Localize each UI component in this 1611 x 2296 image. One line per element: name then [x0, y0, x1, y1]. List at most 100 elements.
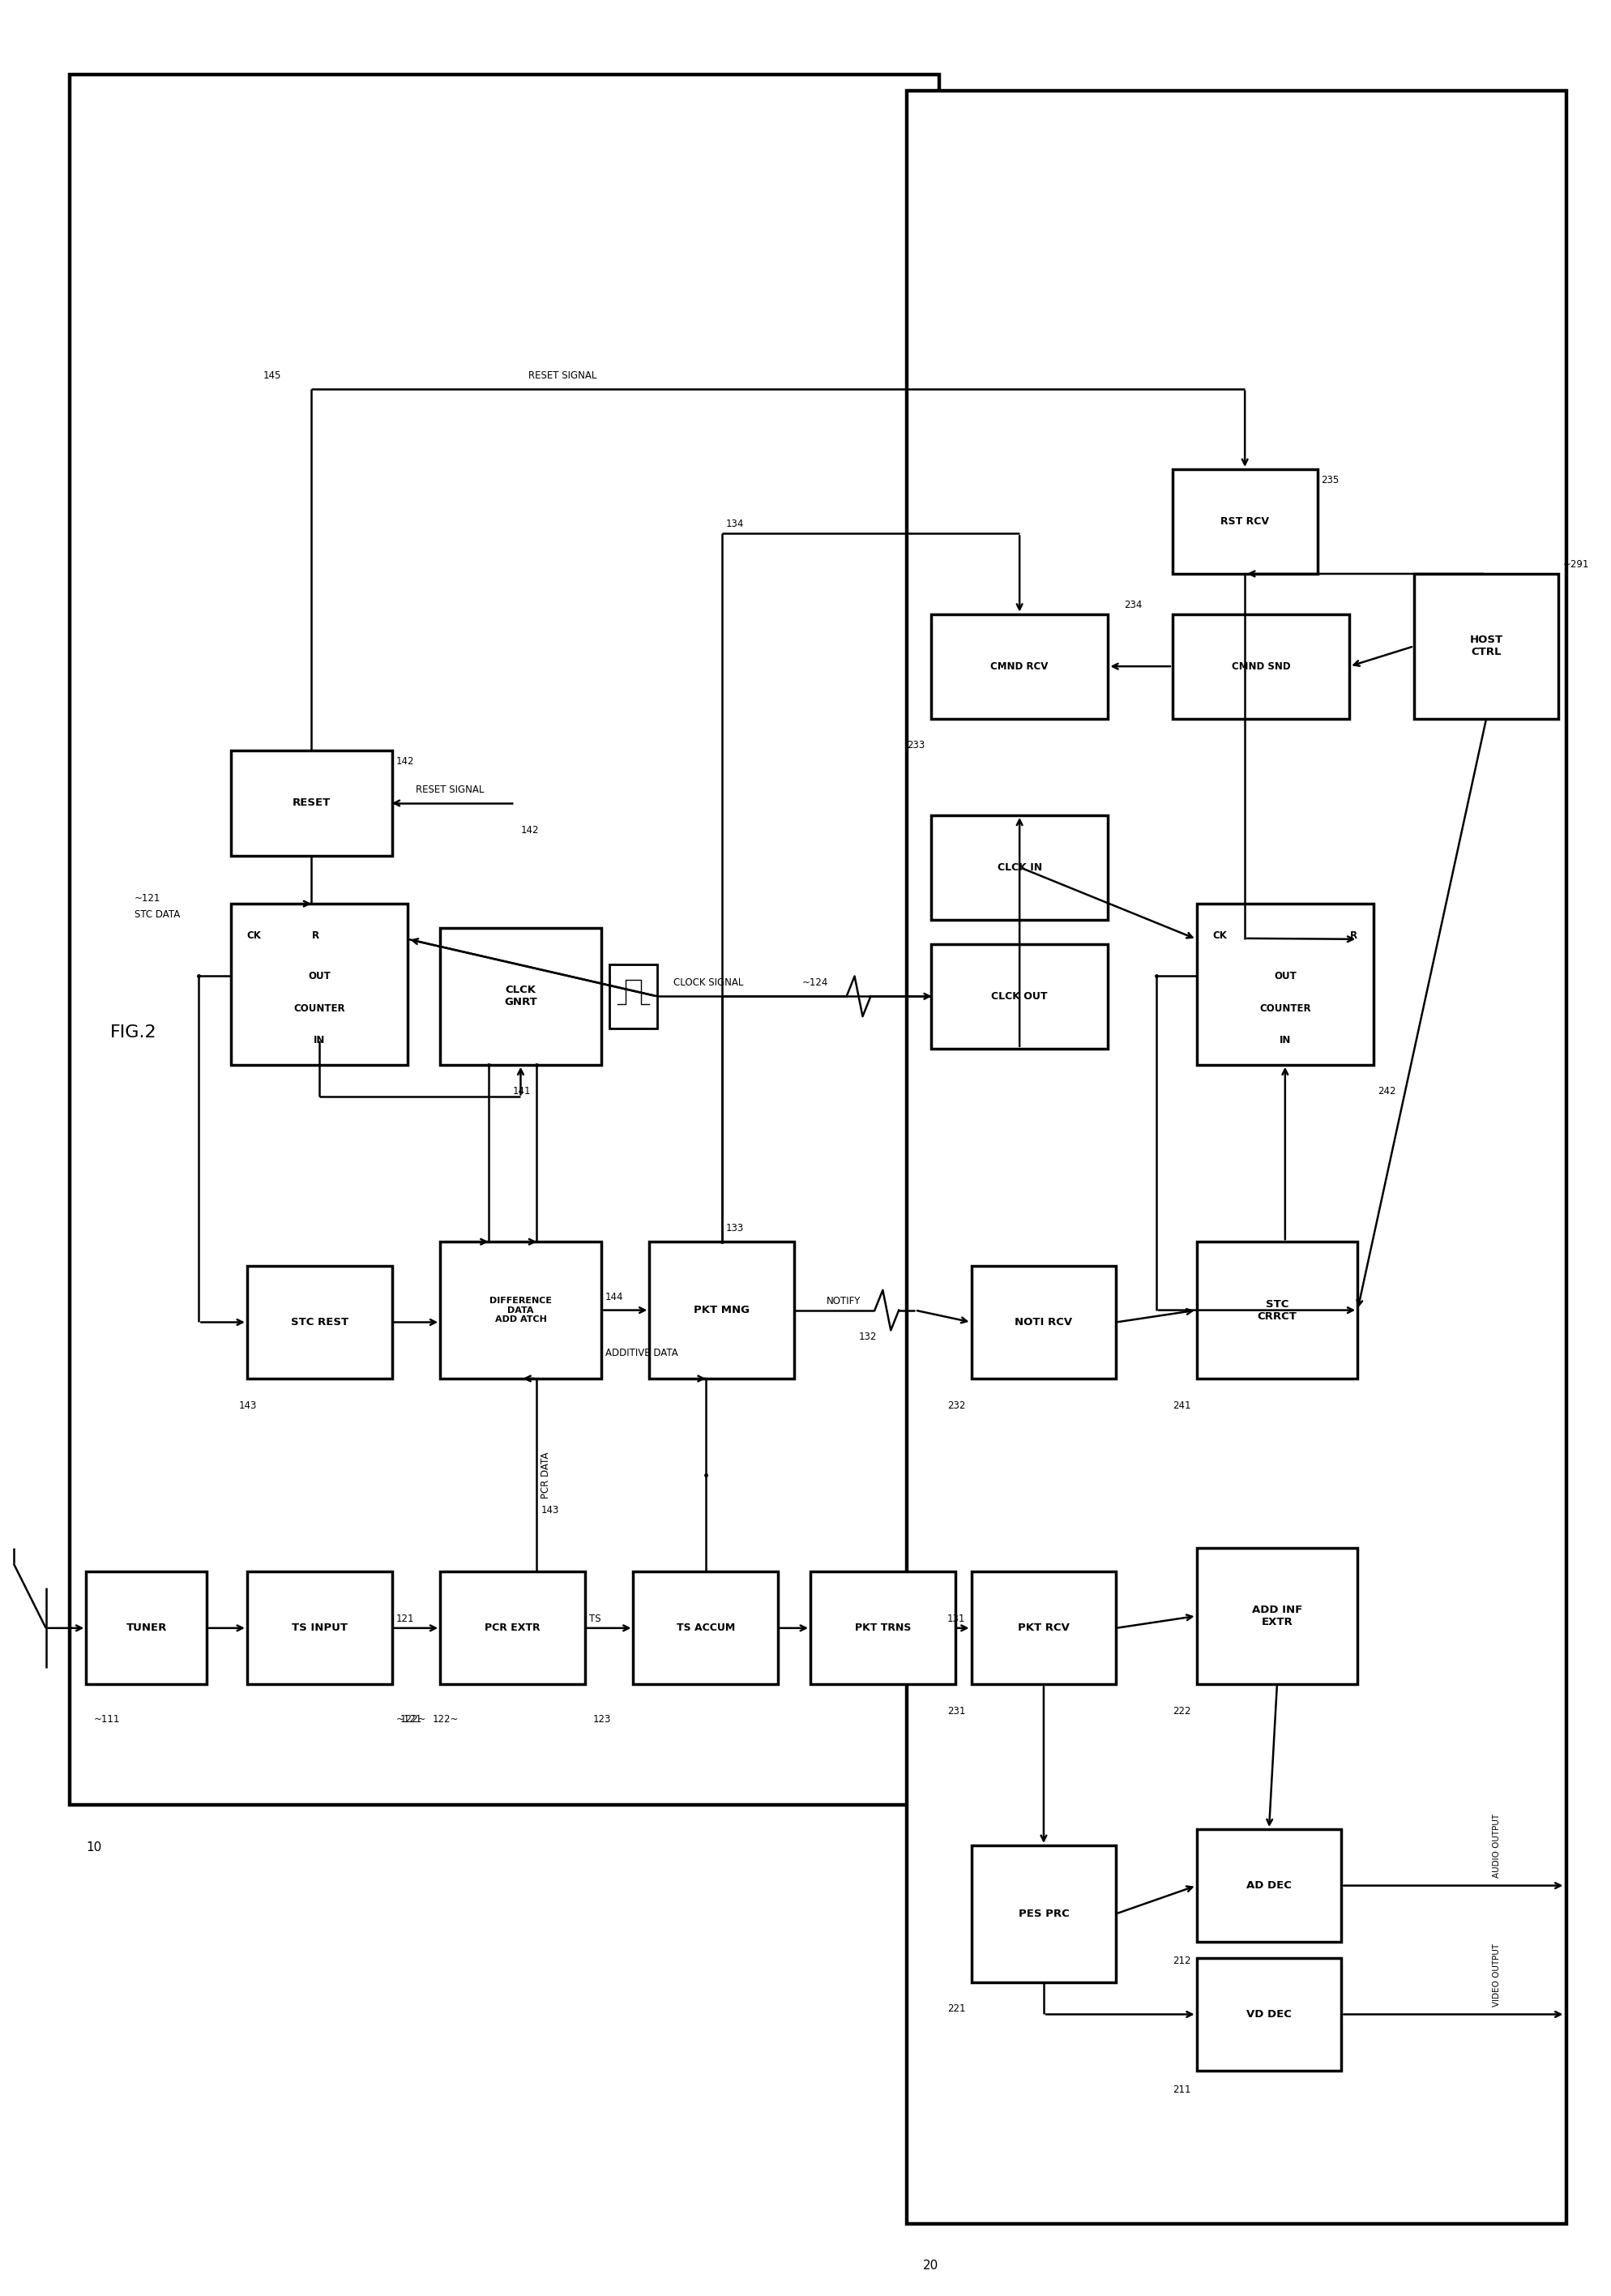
Bar [1414, 574, 1559, 719]
Bar [440, 1573, 585, 1685]
Text: 232: 232 [947, 1401, 965, 1410]
Text: 211: 211 [1173, 2085, 1191, 2094]
Bar [907, 92, 1568, 2223]
Text: CK: CK [246, 930, 261, 941]
Text: 145: 145 [263, 370, 282, 381]
Bar [1173, 613, 1350, 719]
Bar [971, 1265, 1116, 1378]
Bar [230, 751, 391, 856]
Bar [246, 1265, 391, 1378]
Text: 122~: 122~ [432, 1715, 459, 1724]
Text: CLOCK SIGNAL: CLOCK SIGNAL [673, 978, 744, 987]
Text: COUNTER: COUNTER [1260, 1003, 1311, 1013]
Bar [931, 815, 1108, 921]
Text: IN: IN [1279, 1035, 1290, 1047]
Text: ~111: ~111 [93, 1715, 121, 1724]
Bar [649, 1242, 794, 1378]
Text: NOTI RCV: NOTI RCV [1015, 1318, 1073, 1327]
Text: PCR DATA: PCR DATA [541, 1451, 551, 1499]
Text: 222: 222 [1173, 1706, 1191, 1717]
Bar [246, 1573, 391, 1685]
Text: NOTIFY: NOTIFY [826, 1295, 860, 1306]
Text: 141: 141 [512, 1086, 530, 1097]
Text: STC DATA: STC DATA [134, 909, 180, 921]
Text: DIFFERENCE
DATA
ADD ATCH: DIFFERENCE DATA ADD ATCH [490, 1297, 553, 1322]
Bar [931, 944, 1108, 1049]
Text: TS ACCUM: TS ACCUM [677, 1623, 735, 1632]
Text: PKT TRNS: PKT TRNS [855, 1623, 910, 1632]
Text: CMND SND: CMND SND [1231, 661, 1290, 673]
Text: ~291: ~291 [1563, 560, 1588, 569]
Text: STC
CRRCT: STC CRRCT [1257, 1300, 1297, 1322]
Bar [1197, 1548, 1358, 1685]
Text: 221: 221 [947, 2004, 965, 2014]
Text: VIDEO OUTPUT: VIDEO OUTPUT [1493, 1942, 1501, 2007]
Text: 242: 242 [1377, 1086, 1395, 1097]
Text: AD DEC: AD DEC [1247, 1880, 1292, 1892]
Text: 133: 133 [727, 1224, 744, 1233]
Text: 143: 143 [541, 1504, 559, 1515]
Text: STC REST: STC REST [290, 1318, 348, 1327]
Text: RESET: RESET [292, 799, 330, 808]
Text: IN: IN [314, 1035, 325, 1047]
Text: FIG.2: FIG.2 [110, 1024, 156, 1040]
Text: 144: 144 [606, 1293, 623, 1302]
Text: PES PRC: PES PRC [1018, 1908, 1070, 1919]
Bar [1197, 905, 1374, 1065]
Text: 212: 212 [1173, 1956, 1191, 1965]
Text: OUT: OUT [1274, 971, 1297, 980]
Text: 10: 10 [85, 1841, 101, 1853]
Text: ADD INF
EXTR: ADD INF EXTR [1252, 1605, 1302, 1628]
Text: COUNTER: COUNTER [293, 1003, 345, 1013]
Text: TS INPUT: TS INPUT [292, 1623, 348, 1632]
Text: 131: 131 [947, 1614, 965, 1623]
Text: ~124: ~124 [802, 978, 828, 987]
Bar [69, 76, 939, 1805]
Bar [1197, 1830, 1342, 1942]
Text: PCR EXTR: PCR EXTR [485, 1623, 540, 1632]
Text: PKT MNG: PKT MNG [694, 1304, 749, 1316]
Text: R: R [1350, 930, 1358, 941]
Text: CMND RCV: CMND RCV [991, 661, 1049, 673]
Bar [971, 1846, 1116, 1981]
Text: 231: 231 [947, 1706, 965, 1717]
Text: CK: CK [1213, 930, 1228, 941]
Text: RESET SIGNAL: RESET SIGNAL [528, 370, 598, 381]
Text: CLCK OUT: CLCK OUT [991, 992, 1047, 1001]
Text: 123: 123 [593, 1715, 611, 1724]
Bar [931, 613, 1108, 719]
Text: OUT: OUT [308, 971, 330, 980]
Text: PKT RCV: PKT RCV [1018, 1623, 1070, 1632]
Text: 143: 143 [238, 1401, 258, 1410]
Text: 142: 142 [396, 755, 414, 767]
Bar [85, 1573, 206, 1685]
Text: R: R [313, 930, 319, 941]
Text: CLCK
GNRT: CLCK GNRT [504, 985, 536, 1008]
Text: 20: 20 [923, 2259, 939, 2271]
Text: TS: TS [590, 1614, 601, 1623]
Text: 134: 134 [727, 519, 744, 530]
Text: 132: 132 [859, 1332, 876, 1343]
Text: 235: 235 [1321, 475, 1339, 484]
Bar [440, 928, 601, 1065]
Text: RESET SIGNAL: RESET SIGNAL [416, 785, 485, 794]
Bar [609, 964, 657, 1029]
Text: HOST
CTRL: HOST CTRL [1469, 636, 1503, 657]
Text: ADDITIVE DATA: ADDITIVE DATA [606, 1348, 678, 1359]
Text: TUNER: TUNER [126, 1623, 168, 1632]
Text: ~121: ~121 [134, 893, 161, 905]
Text: 142: 142 [520, 824, 538, 836]
Bar [633, 1573, 778, 1685]
Bar [440, 1242, 601, 1378]
Bar [810, 1573, 955, 1685]
Text: 121: 121 [396, 1614, 414, 1623]
Text: RST RCV: RST RCV [1221, 517, 1269, 526]
Text: CLCK IN: CLCK IN [997, 863, 1042, 872]
Text: ~121: ~121 [396, 1715, 422, 1724]
Bar [1197, 1958, 1342, 2071]
Bar [971, 1573, 1116, 1685]
Text: 233: 233 [907, 739, 925, 751]
Bar [1197, 1242, 1358, 1378]
Text: 241: 241 [1173, 1401, 1191, 1410]
Text: 234: 234 [1124, 599, 1142, 611]
